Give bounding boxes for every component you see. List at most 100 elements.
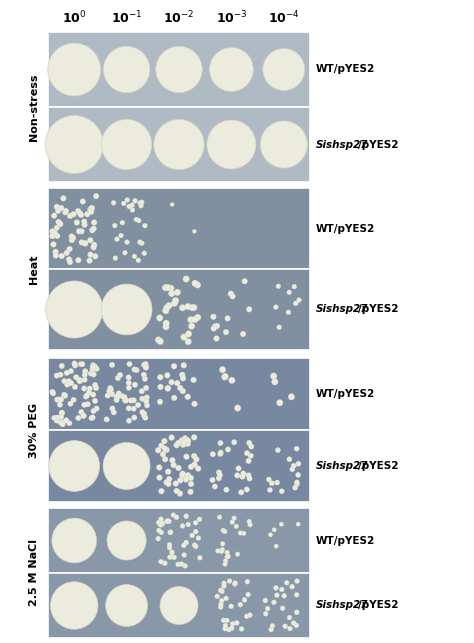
- Circle shape: [279, 522, 283, 527]
- Circle shape: [79, 240, 84, 245]
- Circle shape: [61, 195, 66, 201]
- Circle shape: [83, 394, 89, 399]
- Circle shape: [160, 451, 166, 457]
- Text: WT/pYES2: WT/pYES2: [316, 224, 375, 233]
- Circle shape: [244, 450, 250, 456]
- Text: 10$^{-4}$: 10$^{-4}$: [268, 10, 300, 26]
- Circle shape: [287, 457, 292, 462]
- Circle shape: [91, 220, 97, 225]
- Circle shape: [51, 242, 56, 248]
- Circle shape: [90, 228, 95, 233]
- Circle shape: [269, 627, 273, 632]
- Circle shape: [108, 385, 113, 391]
- Circle shape: [169, 379, 174, 385]
- Circle shape: [50, 582, 98, 629]
- Circle shape: [164, 284, 171, 291]
- Circle shape: [287, 615, 292, 620]
- FancyBboxPatch shape: [48, 358, 310, 430]
- Circle shape: [163, 561, 167, 566]
- Circle shape: [282, 593, 287, 598]
- Circle shape: [71, 212, 76, 217]
- Circle shape: [142, 251, 146, 256]
- Circle shape: [50, 389, 55, 395]
- Circle shape: [67, 259, 73, 265]
- Circle shape: [137, 201, 142, 205]
- Circle shape: [131, 415, 137, 421]
- Text: /pYES2: /pYES2: [358, 305, 399, 314]
- Circle shape: [48, 43, 100, 96]
- Circle shape: [158, 443, 164, 449]
- Circle shape: [120, 394, 125, 399]
- Circle shape: [222, 374, 228, 380]
- Circle shape: [114, 397, 119, 403]
- Circle shape: [87, 237, 93, 243]
- Circle shape: [155, 448, 161, 453]
- Circle shape: [163, 320, 170, 327]
- Text: /pYES2: /pYES2: [358, 140, 399, 150]
- Circle shape: [240, 474, 245, 480]
- Circle shape: [219, 367, 226, 373]
- Circle shape: [134, 217, 139, 222]
- Circle shape: [165, 386, 171, 392]
- Circle shape: [142, 376, 147, 381]
- Circle shape: [194, 314, 201, 321]
- Circle shape: [81, 413, 86, 419]
- Circle shape: [263, 598, 268, 603]
- Circle shape: [292, 284, 297, 289]
- Circle shape: [210, 314, 216, 320]
- Circle shape: [263, 611, 268, 616]
- Circle shape: [188, 316, 194, 323]
- Circle shape: [60, 419, 65, 425]
- Circle shape: [91, 242, 97, 248]
- Circle shape: [246, 473, 251, 478]
- Circle shape: [273, 305, 278, 309]
- Circle shape: [168, 285, 174, 291]
- Circle shape: [89, 206, 94, 212]
- Circle shape: [64, 250, 69, 256]
- Circle shape: [75, 208, 81, 214]
- Circle shape: [276, 284, 281, 289]
- Circle shape: [220, 541, 225, 546]
- Circle shape: [294, 592, 299, 597]
- Circle shape: [280, 606, 285, 611]
- Circle shape: [223, 559, 228, 563]
- Circle shape: [211, 325, 217, 331]
- Circle shape: [78, 212, 84, 218]
- Circle shape: [114, 394, 119, 399]
- Circle shape: [122, 397, 128, 403]
- Circle shape: [248, 444, 254, 449]
- Circle shape: [246, 592, 251, 597]
- Circle shape: [67, 421, 72, 426]
- Circle shape: [290, 584, 294, 589]
- Circle shape: [226, 554, 230, 559]
- Circle shape: [156, 536, 161, 541]
- Circle shape: [167, 542, 172, 547]
- Circle shape: [188, 489, 193, 494]
- Circle shape: [157, 374, 163, 380]
- Circle shape: [185, 441, 191, 447]
- Circle shape: [164, 519, 169, 524]
- Circle shape: [67, 213, 73, 219]
- Circle shape: [82, 222, 87, 228]
- Circle shape: [166, 302, 172, 309]
- Circle shape: [143, 365, 148, 370]
- Circle shape: [88, 371, 93, 376]
- Circle shape: [53, 249, 58, 255]
- Circle shape: [144, 365, 149, 370]
- Circle shape: [294, 579, 300, 584]
- Circle shape: [158, 517, 164, 521]
- Circle shape: [223, 562, 228, 566]
- Circle shape: [82, 377, 87, 383]
- Circle shape: [91, 226, 97, 231]
- Circle shape: [54, 225, 60, 231]
- Circle shape: [230, 520, 235, 525]
- Circle shape: [191, 377, 196, 383]
- Circle shape: [103, 442, 150, 489]
- Circle shape: [143, 415, 148, 421]
- Circle shape: [89, 415, 94, 421]
- Circle shape: [126, 375, 131, 380]
- Circle shape: [159, 530, 164, 535]
- Circle shape: [131, 406, 137, 412]
- Circle shape: [82, 402, 87, 408]
- Circle shape: [193, 520, 198, 525]
